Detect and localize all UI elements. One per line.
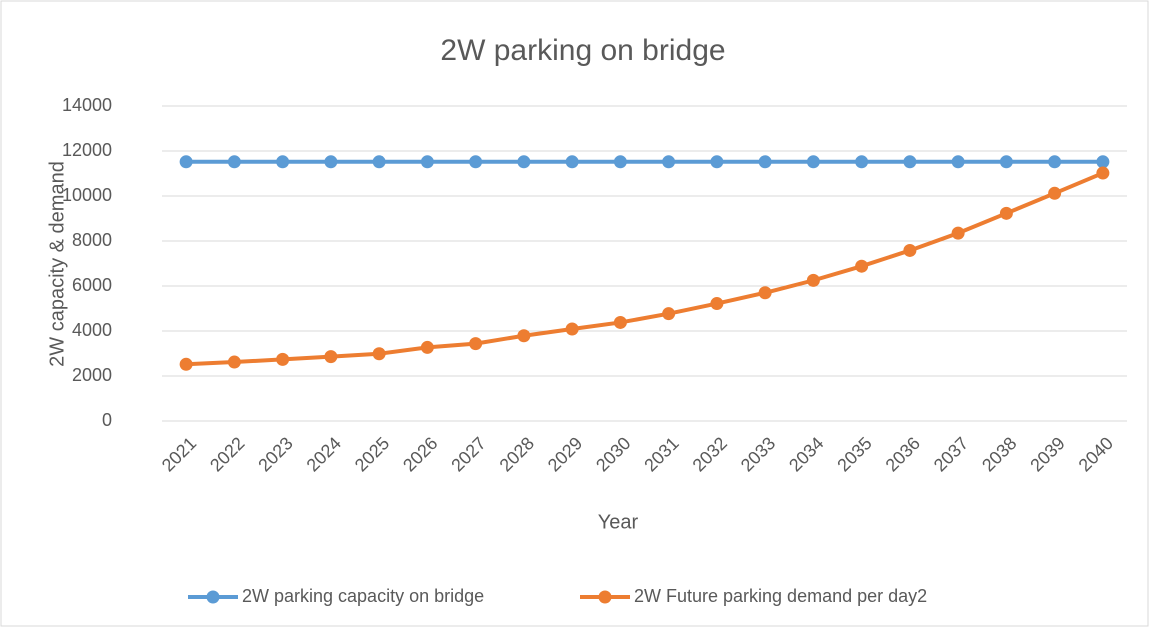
marker: [179, 357, 193, 371]
marker: [855, 259, 869, 273]
marker: [903, 155, 917, 169]
legend-marker: [598, 590, 612, 604]
marker: [517, 155, 531, 169]
marker: [372, 347, 386, 361]
y-tick-label: 14000: [62, 95, 112, 115]
marker: [758, 155, 772, 169]
marker: [420, 155, 434, 169]
marker: [469, 337, 483, 351]
marker: [469, 155, 483, 169]
y-tick-label: 10000: [62, 185, 112, 205]
marker: [276, 352, 290, 366]
marker: [372, 155, 386, 169]
legend-label: 2W parking capacity on bridge: [242, 586, 484, 606]
marker: [662, 155, 676, 169]
marker: [517, 329, 531, 343]
marker: [613, 315, 627, 329]
marker: [806, 155, 820, 169]
marker: [903, 243, 917, 257]
marker: [324, 155, 338, 169]
marker: [710, 297, 724, 311]
legend-label: 2W Future parking demand per day2: [634, 586, 927, 606]
y-tick-label: 6000: [72, 275, 112, 295]
chart-title: 2W parking on bridge: [440, 34, 725, 67]
y-tick-label: 12000: [62, 140, 112, 160]
marker: [662, 307, 676, 321]
y-tick-label: 2000: [72, 365, 112, 385]
marker: [1096, 155, 1110, 169]
y-tick-label: 0: [102, 410, 112, 430]
marker: [179, 155, 193, 169]
marker: [227, 155, 241, 169]
marker: [806, 273, 820, 287]
marker: [1048, 155, 1062, 169]
marker: [999, 206, 1013, 220]
y-tick-label: 8000: [72, 230, 112, 250]
marker: [565, 322, 579, 336]
legend-marker: [206, 590, 220, 604]
marker: [1096, 166, 1110, 180]
marker: [324, 350, 338, 364]
marker: [276, 155, 290, 169]
x-axis-title: Year: [598, 511, 639, 533]
marker: [613, 155, 627, 169]
marker: [565, 155, 579, 169]
marker: [951, 226, 965, 240]
y-axis-title: 2W capacity & demand: [46, 161, 68, 367]
y-tick-label: 4000: [72, 320, 112, 340]
line: [186, 171, 1104, 367]
marker: [951, 155, 965, 169]
marker: [710, 155, 724, 169]
marker: [420, 340, 434, 354]
marker: [227, 355, 241, 369]
marker: [1048, 186, 1062, 200]
marker: [758, 286, 772, 300]
marker: [855, 155, 869, 169]
marker: [999, 155, 1013, 169]
